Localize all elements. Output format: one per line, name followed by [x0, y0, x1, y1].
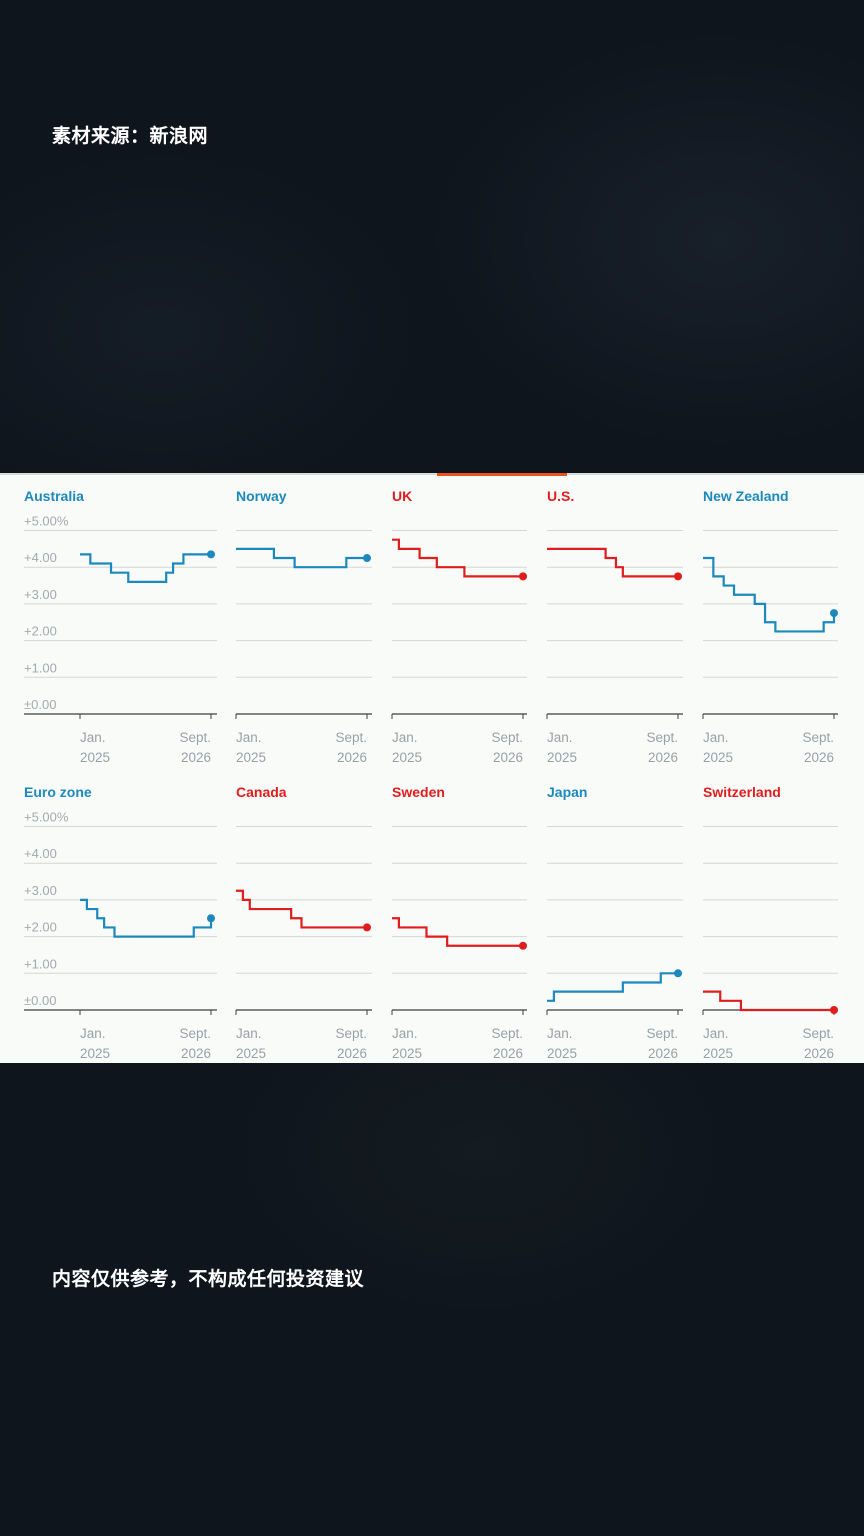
x-tick-label: Sept.: [179, 1026, 211, 1041]
x-tick-label: Jan.: [236, 730, 262, 745]
chart-title: Japan: [547, 784, 587, 800]
chart-australia: Australia +5.00% +4.00 +3.00 +2.00 +1.00 ±0.00…: [24, 488, 217, 765]
y-tick-label: ±0.00: [24, 993, 56, 1008]
chart-title: U.S.: [547, 488, 574, 504]
latest-value-dot: [674, 969, 682, 978]
x-tick-year-label: 2026: [493, 1046, 523, 1061]
rate-step-line: [547, 972, 678, 1002]
x-tick-label: Sept.: [646, 730, 678, 745]
rate-step-line: [703, 990, 834, 1012]
latest-value-dot: [207, 550, 215, 559]
chart-new-zealand: New Zealand Jan. 2025 Sept. 2026: [702, 488, 838, 765]
chart-uk: UK Jan. 2025 Sept. 2026: [391, 488, 527, 765]
y-tick-label: +2.00: [24, 920, 57, 935]
chart-japan: Japan Jan. 2025 Sept. 2026: [546, 784, 683, 1061]
x-tick-label: Sept.: [335, 730, 367, 745]
latest-value-dot: [830, 609, 838, 618]
x-tick-year-label: 2025: [236, 1046, 266, 1061]
y-tick-label: +1.00: [24, 956, 57, 971]
y-tick-label: +5.00%: [24, 514, 69, 529]
rate-step-line: [236, 889, 367, 929]
x-tick-label: Jan.: [547, 1026, 573, 1041]
x-tick-year-label: 2025: [703, 750, 733, 765]
chart-title: Canada: [236, 784, 287, 800]
y-tick-label: +4.00: [24, 550, 57, 565]
chart-title: Australia: [24, 488, 84, 504]
chart-switzerland: Switzerland Jan. 2025 Sept. 2026: [702, 784, 838, 1061]
latest-value-dot: [207, 914, 215, 923]
x-tick-label: Jan.: [392, 1026, 418, 1041]
rate-step-line: [392, 917, 523, 947]
y-tick-label: ±0.00: [24, 697, 56, 712]
latest-value-dot: [830, 1006, 838, 1014]
y-tick-label: +3.00: [24, 883, 57, 898]
x-tick-label: Sept.: [335, 1026, 367, 1041]
y-tick-label: +5.00%: [24, 810, 69, 825]
panel-top-rule: [0, 473, 864, 475]
x-tick-label: Sept.: [802, 730, 834, 745]
chart-panel: [0, 473, 864, 1063]
x-tick-label: Sept.: [646, 1026, 678, 1041]
chart-sweden: Sweden Jan. 2025 Sept. 2026: [391, 784, 527, 1061]
latest-value-dot: [519, 572, 527, 581]
y-tick-label: +4.00: [24, 846, 57, 861]
chart-title: Norway: [236, 488, 287, 504]
chart-title: UK: [392, 488, 412, 504]
rate-step-line: [80, 898, 213, 938]
latest-value-dot: [363, 554, 371, 563]
chart-title: Euro zone: [24, 784, 92, 800]
x-tick-year-label: 2026: [181, 1046, 211, 1061]
source-caption: 素材来源：新浪网: [52, 125, 209, 147]
rate-step-line: [80, 553, 211, 583]
x-tick-year-label: 2025: [236, 750, 266, 765]
small-multiples-chart: Australia +5.00% +4.00 +3.00 +2.00 +1.00 ±0.00…: [24, 488, 838, 1061]
chart-euro-zone: Euro zone +5.00% +4.00 +3.00 +2.00 +1.00 ±0.00…: [24, 784, 217, 1061]
x-tick-year-label: 2025: [80, 1046, 110, 1061]
x-tick-label: Sept.: [491, 730, 523, 745]
chart-title: Switzerland: [703, 784, 781, 800]
x-tick-label: Jan.: [703, 730, 729, 745]
x-tick-label: Sept.: [802, 1026, 834, 1041]
x-tick-year-label: 2025: [80, 750, 110, 765]
chart-u-s-: U.S. Jan. 2025 Sept. 2026: [546, 488, 683, 765]
chart-norway: Norway Jan. 2025 Sept. 2026: [235, 488, 372, 765]
x-tick-year-label: 2026: [804, 1046, 834, 1061]
x-tick-year-label: 2025: [392, 750, 422, 765]
x-tick-year-label: 2025: [392, 1046, 422, 1061]
y-tick-label: +2.00: [24, 624, 57, 639]
chart-canada: Canada Jan. 2025 Sept. 2026: [235, 784, 372, 1061]
x-tick-year-label: 2025: [547, 1046, 577, 1061]
x-tick-year-label: 2025: [703, 1046, 733, 1061]
x-tick-label: Jan.: [547, 730, 573, 745]
x-tick-year-label: 2026: [648, 1046, 678, 1061]
rate-step-line: [703, 556, 836, 633]
latest-value-dot: [363, 923, 371, 932]
x-tick-label: Jan.: [80, 1026, 106, 1041]
x-tick-year-label: 2026: [493, 750, 523, 765]
rate-step-line: [236, 547, 367, 569]
x-tick-year-label: 2025: [547, 750, 577, 765]
y-tick-label: +1.00: [24, 660, 57, 675]
x-tick-label: Sept.: [179, 730, 211, 745]
x-tick-year-label: 2026: [804, 750, 834, 765]
x-tick-label: Jan.: [703, 1026, 729, 1041]
x-tick-label: Sept.: [491, 1026, 523, 1041]
x-tick-year-label: 2026: [337, 750, 367, 765]
latest-value-dot: [674, 572, 682, 581]
rate-step-line: [547, 547, 678, 578]
x-tick-year-label: 2026: [648, 750, 678, 765]
x-tick-label: Jan.: [236, 1026, 262, 1041]
disclaimer-caption: 内容仅供参考，不构成任何投资建议: [52, 1268, 365, 1290]
x-tick-year-label: 2026: [337, 1046, 367, 1061]
rate-step-line: [392, 538, 523, 578]
x-tick-label: Jan.: [80, 730, 106, 745]
chart-title: New Zealand: [703, 488, 789, 504]
panel-accent-bar: [437, 473, 567, 476]
latest-value-dot: [519, 941, 527, 950]
x-tick-year-label: 2026: [181, 750, 211, 765]
x-tick-label: Jan.: [392, 730, 418, 745]
chart-title: Sweden: [392, 784, 445, 800]
y-tick-label: +3.00: [24, 587, 57, 602]
